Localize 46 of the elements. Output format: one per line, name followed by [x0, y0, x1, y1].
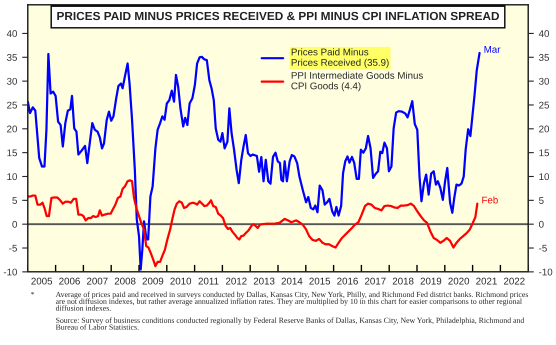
- y2-tick-label: 25: [539, 102, 550, 109]
- y-tick-label: 25: [7, 102, 17, 109]
- y-tick-label: 30: [6, 78, 18, 85]
- line-series: [28, 179, 478, 268]
- y2-tick-label: 40: [538, 30, 550, 38]
- x-tick-label: 2006: [59, 278, 80, 285]
- x-tick-label: 2007: [86, 278, 108, 285]
- y2-tick-label: 15: [539, 149, 550, 156]
- x-tick-label: 2005: [31, 278, 52, 285]
- y-tick-label: 0: [12, 220, 18, 228]
- y-tick-label: 5: [12, 197, 17, 204]
- x-tick-label: 2017: [364, 278, 386, 285]
- y2-tick-label: 20: [539, 126, 550, 132]
- x-tick-label: 2021: [476, 278, 497, 285]
- y-tick-label: 35: [6, 54, 17, 61]
- y2-tick-label: 10: [539, 173, 550, 180]
- y-tick-label: 40: [6, 30, 18, 38]
- y2-tick-label: 30: [538, 78, 550, 85]
- y-tick-label: 10: [7, 173, 18, 180]
- annotation: Mar: [484, 46, 500, 53]
- y-tick-label: 15: [7, 149, 17, 156]
- x-tick-label: 2013: [254, 278, 274, 285]
- chart-title: PRICES PAID MINUS PRICES RECEIVED & PPI MINUS CPI INFLATION SPREAD: [57, 12, 499, 20]
- y2-tick-label: -5: [539, 244, 547, 252]
- x-tick-label: 2020: [448, 278, 470, 285]
- x-tick-label: 2019: [420, 278, 442, 285]
- x-tick-label: 2016: [337, 278, 358, 285]
- legend-label: Prices Paid Minus Prices Received (35.9): [292, 48, 389, 68]
- y2-tick-label: 35: [538, 54, 550, 61]
- x-tick-label: 2014: [282, 278, 302, 285]
- y2-tick-label: 5: [539, 197, 544, 204]
- annotation: Feb: [482, 196, 498, 204]
- y-tick-label: -10: [4, 268, 18, 276]
- x-tick-label: 2008: [114, 278, 136, 285]
- x-tick-label: 2010: [170, 278, 192, 285]
- x-tick-label: 2009: [142, 278, 164, 285]
- legend-label: PPI Intermediate Goods Minus CPI Goods (4.4): [291, 72, 423, 92]
- x-tick-label: 2012: [226, 278, 247, 285]
- x-tick-label: 2022: [504, 278, 525, 285]
- x-tick-label: 2015: [309, 278, 330, 285]
- y2-tick-label: 0: [538, 220, 544, 228]
- x-tick-label: 2011: [198, 278, 218, 285]
- y2-tick-label: -10: [539, 268, 552, 276]
- y-tick-label: -5: [9, 244, 17, 252]
- x-tick-label: 2018: [392, 278, 414, 285]
- y-tick-label: 20: [7, 126, 18, 132]
